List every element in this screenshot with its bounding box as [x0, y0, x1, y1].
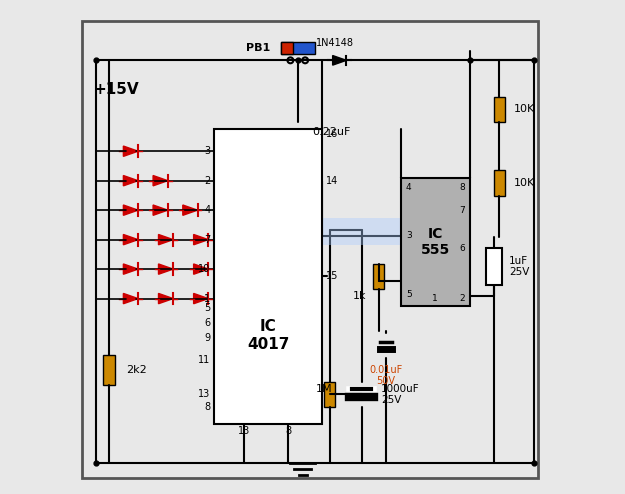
Text: 10: 10: [198, 264, 211, 274]
Bar: [494, 97, 504, 122]
Text: 7: 7: [459, 206, 465, 215]
Bar: [214, 129, 322, 424]
Polygon shape: [159, 235, 173, 245]
Polygon shape: [194, 235, 208, 245]
Text: 8: 8: [459, 183, 465, 192]
Text: 16: 16: [326, 129, 339, 139]
Bar: [281, 42, 293, 54]
Text: 3: 3: [204, 146, 211, 156]
Text: 0.01uF
50V: 0.01uF 50V: [369, 365, 402, 386]
Text: 1000uF
25V: 1000uF 25V: [381, 383, 420, 405]
Text: 10K: 10K: [514, 104, 535, 115]
Text: 13: 13: [198, 389, 211, 399]
Text: 7: 7: [204, 235, 211, 245]
Text: 13: 13: [238, 426, 250, 436]
Text: 10K: 10K: [514, 178, 535, 188]
Text: 0.22uF: 0.22uF: [312, 126, 351, 136]
Polygon shape: [123, 235, 138, 245]
Polygon shape: [264, 264, 279, 274]
Polygon shape: [264, 293, 279, 304]
Polygon shape: [123, 146, 138, 157]
Text: 6: 6: [459, 244, 465, 253]
Polygon shape: [194, 264, 208, 274]
Text: 1N4148: 1N4148: [316, 38, 354, 48]
Bar: [214, 217, 431, 245]
Polygon shape: [332, 55, 346, 65]
Text: PB1: PB1: [246, 43, 271, 53]
Text: 1: 1: [432, 294, 438, 303]
Text: IC
4017: IC 4017: [247, 319, 289, 352]
Text: 5: 5: [204, 303, 211, 313]
Polygon shape: [123, 175, 138, 186]
Text: 8: 8: [285, 426, 291, 436]
Text: 11: 11: [198, 355, 211, 365]
Bar: [324, 381, 335, 407]
Text: 14: 14: [326, 176, 339, 186]
Polygon shape: [194, 293, 208, 304]
Text: 9: 9: [204, 333, 211, 343]
Polygon shape: [229, 235, 244, 245]
Text: +15V: +15V: [93, 82, 139, 97]
Bar: [102, 355, 115, 384]
Text: 15: 15: [326, 272, 339, 282]
Polygon shape: [183, 205, 198, 215]
Text: 8: 8: [204, 402, 211, 412]
Text: 2: 2: [459, 294, 465, 303]
Bar: [281, 42, 315, 54]
Bar: [373, 264, 384, 289]
Bar: [486, 248, 502, 286]
Text: 3: 3: [406, 231, 412, 240]
Polygon shape: [159, 293, 173, 304]
Text: 2k2: 2k2: [126, 365, 147, 375]
Polygon shape: [123, 264, 138, 274]
Polygon shape: [123, 205, 138, 215]
Polygon shape: [123, 293, 138, 304]
Text: 6: 6: [204, 318, 211, 328]
Text: 5: 5: [406, 289, 412, 298]
Polygon shape: [229, 264, 244, 274]
Text: 2: 2: [204, 176, 211, 186]
Polygon shape: [153, 205, 168, 215]
Text: 1uF
25V: 1uF 25V: [509, 256, 529, 278]
Polygon shape: [229, 293, 244, 304]
Polygon shape: [153, 175, 168, 186]
Text: 1k: 1k: [352, 291, 366, 301]
Text: 1M: 1M: [316, 384, 332, 394]
Bar: [494, 170, 504, 196]
Text: 4: 4: [204, 205, 211, 215]
Text: 1: 1: [204, 293, 211, 304]
Bar: [401, 178, 470, 306]
Text: IC
555: IC 555: [421, 227, 450, 257]
Polygon shape: [159, 264, 173, 274]
Text: 4: 4: [406, 183, 411, 192]
Polygon shape: [299, 293, 314, 304]
